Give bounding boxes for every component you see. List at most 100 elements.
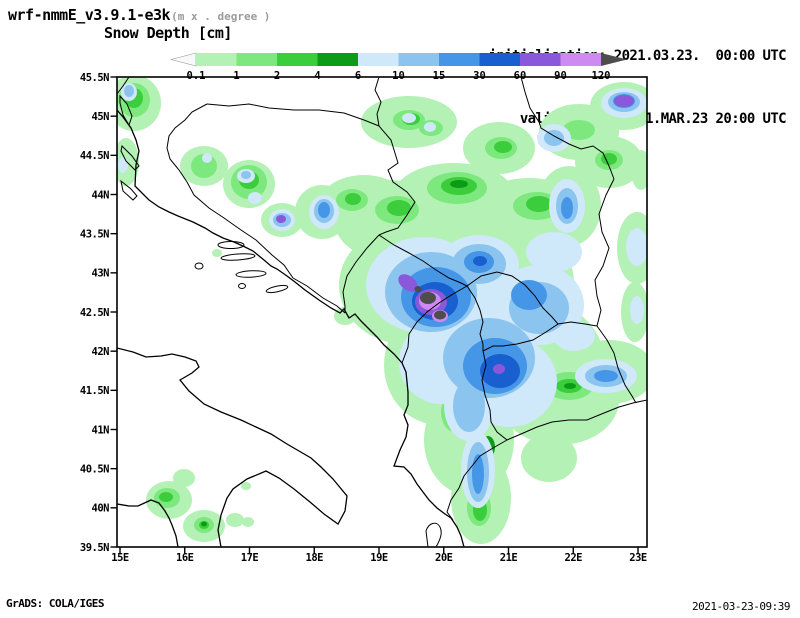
creation-timestamp: 2021-03-23-09:39	[692, 600, 790, 613]
snow-blob	[614, 95, 634, 107]
colorbar-segment	[479, 53, 520, 66]
country-border	[481, 350, 508, 441]
lon-tick-label: 21E	[500, 552, 518, 564]
colorbar-tick-label: 90	[554, 70, 567, 82]
island-corfu	[425, 522, 442, 547]
snow-blob	[511, 280, 547, 310]
colorbar-segment	[398, 53, 439, 66]
lon-tick-label: 18E	[306, 552, 324, 564]
island	[119, 94, 133, 127]
colorbar-tick-label: 1	[233, 70, 239, 82]
country-border	[292, 277, 346, 314]
snow-blob	[201, 521, 207, 527]
lat-tick-label: 43.5N	[80, 228, 109, 240]
adriatic-islands	[119, 94, 442, 547]
map-frame	[116, 76, 648, 548]
snow-blob	[420, 292, 436, 304]
colorbar-segment	[439, 53, 480, 66]
island	[235, 270, 267, 278]
snow-blob	[631, 150, 647, 190]
snow-blob	[564, 383, 576, 389]
snow-blob	[241, 482, 251, 490]
snow-shading	[117, 77, 647, 544]
country-border	[206, 103, 380, 127]
grads-credit: GrADS: COLA/IGES	[6, 597, 104, 610]
header-left: wrf-nmmE_v3.9.1-e3k(m x . degree )	[8, 5, 270, 24]
colorbar-segment	[520, 53, 561, 66]
snow-blob	[521, 434, 577, 482]
basemap	[117, 77, 647, 547]
colorbar-tick-label: 0.1	[187, 70, 206, 82]
lat-tick-label: 40N	[92, 503, 110, 515]
lat-tick-label: 44N	[92, 189, 110, 201]
colorbar-tick-label: 4	[314, 70, 320, 82]
colorbar-above-max-arrow	[601, 53, 627, 66]
coastline-italy-adriatic	[117, 347, 348, 547]
lon-tick-label: 22E	[565, 552, 583, 564]
colorbar-legend: 0.1 1 2 4 6 10 15 30 60 90 120	[169, 52, 627, 82]
colorbar-tick-label: 60	[514, 70, 527, 82]
country-border	[520, 77, 615, 180]
colorbar-tick-label: 120	[592, 70, 611, 82]
snow-blob	[553, 321, 595, 351]
coastline-italy-tyrrhenian	[117, 499, 179, 547]
country-border	[557, 321, 598, 327]
snow-blob	[494, 141, 512, 153]
country-border	[594, 178, 615, 327]
country-borders	[117, 77, 647, 521]
colorbar-tick-label: 15	[433, 70, 446, 82]
island	[220, 253, 256, 261]
lat-tick-label: 45N	[92, 111, 110, 123]
lat-tick-label: 40.5N	[80, 463, 109, 475]
snow-blob	[473, 256, 487, 266]
snow-level-above-120	[414, 286, 446, 320]
snow-blob	[402, 113, 416, 123]
colorbar-segment	[358, 53, 399, 66]
country-border	[466, 285, 484, 351]
colorbar-tick-label: 30	[473, 70, 486, 82]
snow-blob	[276, 215, 286, 223]
snow-blob	[434, 310, 446, 320]
lat-tick-label: 44.5N	[80, 150, 109, 162]
country-border	[342, 234, 380, 313]
snow-blob	[117, 138, 139, 186]
snow-blob	[626, 228, 647, 266]
colorbar-tick-label: 2	[274, 70, 280, 82]
snow-blob	[453, 380, 485, 432]
lon-tick-label: 15E	[111, 552, 129, 564]
snow-blob	[563, 120, 595, 140]
snow-blob	[594, 370, 618, 382]
snow-depth-map: 45.5N 45N 44.5N 44N 43.5N 43N 42.5N 42N 41.5N 41N…	[80, 72, 648, 564]
snow-blob	[630, 296, 644, 324]
lon-tick-label: 19E	[370, 552, 388, 564]
snow-blob	[212, 249, 222, 257]
island	[120, 144, 140, 171]
snow-blob	[544, 130, 564, 146]
snow-blob	[424, 122, 436, 132]
country-border	[378, 125, 416, 236]
country-border	[596, 325, 637, 404]
snow-blob	[472, 454, 484, 494]
country-border	[166, 103, 294, 279]
coastline-east-adriatic	[117, 109, 465, 547]
colorbar-tick-label: 6	[355, 70, 361, 82]
snow-blob	[124, 85, 134, 97]
snow-blob	[159, 492, 173, 502]
model-title: wrf-nmmE_v3.9.1-e3k	[8, 6, 171, 24]
colorbar-segment	[317, 53, 358, 66]
country-border	[378, 234, 468, 287]
lat-tick-label: 42N	[92, 346, 110, 358]
country-border	[117, 77, 130, 95]
variable-title: Snow Depth [cm]	[104, 24, 232, 42]
country-border	[401, 285, 468, 364]
island	[265, 284, 289, 294]
model-title-suffix: (m x . degree )	[171, 10, 271, 23]
snow-blob	[248, 192, 262, 204]
snow-blob	[561, 197, 573, 219]
island	[238, 283, 246, 289]
colorbar-segment	[196, 53, 237, 66]
snow-blob	[526, 232, 582, 272]
snow-blob	[398, 274, 418, 292]
lat-tick-label: 41N	[92, 424, 110, 436]
country-border	[446, 439, 508, 521]
